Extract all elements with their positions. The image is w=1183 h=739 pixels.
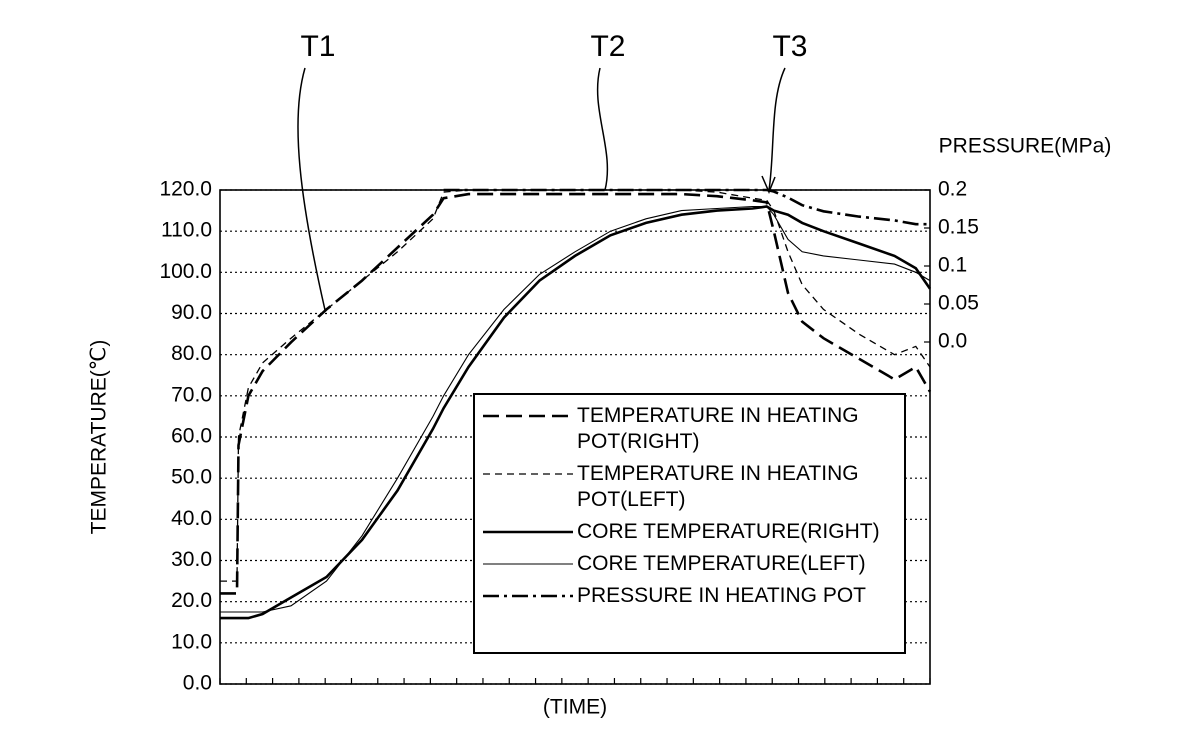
legend-swatch	[483, 563, 573, 565]
series-line	[220, 189, 931, 582]
legend-label: TEMPERATURE IN HEATING POT(RIGHT)	[577, 404, 859, 453]
y-tick-label: 90.0	[171, 301, 212, 324]
legend-item: PRESSURE IN HEATING POT	[481, 583, 898, 609]
legend-item: TEMPERATURE IN HEATING POT(RIGHT)	[481, 403, 898, 455]
legend-swatch	[483, 414, 573, 418]
y-tick-label: 120.0	[159, 178, 212, 201]
legend-swatch	[483, 530, 573, 534]
legend-swatch	[483, 594, 573, 598]
legend-swatch	[483, 473, 573, 475]
y-tick-label: 100.0	[159, 260, 212, 283]
y-tick-label: 110.0	[161, 219, 212, 242]
legend-item: TEMPERATURE IN HEATING POT(LEFT)	[481, 461, 898, 513]
y-tick-label: 0.0	[183, 672, 212, 695]
y-tick-label: 10.0	[171, 630, 212, 653]
leader-line	[768, 67, 786, 191]
annotation: T1	[300, 30, 335, 63]
series-line	[220, 192, 932, 595]
legend-label: TEMPERATURE IN HEATING POT(LEFT)	[577, 462, 859, 511]
y-tick-label: 60.0	[171, 425, 212, 448]
series-line	[443, 188, 930, 226]
legend-label: PRESSURE IN HEATING POT	[577, 584, 866, 607]
y2-tick-label: 0.2	[938, 178, 967, 201]
y-tick-label: 50.0	[171, 466, 212, 489]
x-axis-title: (TIME)	[543, 696, 607, 719]
y2-tick-label: 0.1	[938, 254, 967, 277]
annotation: T2	[590, 30, 625, 63]
y2-axis-title: PRESSURE(MPa)	[939, 135, 1112, 158]
y2-tick-label: 0.15	[938, 216, 979, 239]
legend: TEMPERATURE IN HEATING POT(RIGHT) TEMPERA…	[473, 393, 906, 654]
y-tick-label: 70.0	[171, 383, 212, 406]
y-tick-label: 30.0	[171, 548, 212, 571]
y2-tick-label: 0.0	[938, 330, 967, 353]
leader-line	[297, 67, 326, 311]
legend-item: CORE TEMPERATURE(RIGHT)	[481, 519, 898, 545]
y-axis-title: TEMPERATURE(℃)	[88, 340, 111, 535]
arrow-head	[761, 175, 776, 194]
y-tick-label: 80.0	[171, 342, 212, 365]
y-tick-label: 40.0	[171, 507, 212, 530]
legend-label: CORE TEMPERATURE(RIGHT)	[577, 520, 880, 543]
annotation: T3	[772, 30, 807, 63]
leader-line	[596, 67, 609, 191]
y2-tick-label: 0.05	[938, 292, 979, 315]
legend-label: CORE TEMPERATURE(LEFT)	[577, 552, 866, 575]
series-line	[220, 205, 932, 620]
legend-item: CORE TEMPERATURE(LEFT)	[481, 551, 898, 577]
series-line	[220, 205, 931, 613]
y-tick-label: 20.0	[171, 589, 212, 612]
